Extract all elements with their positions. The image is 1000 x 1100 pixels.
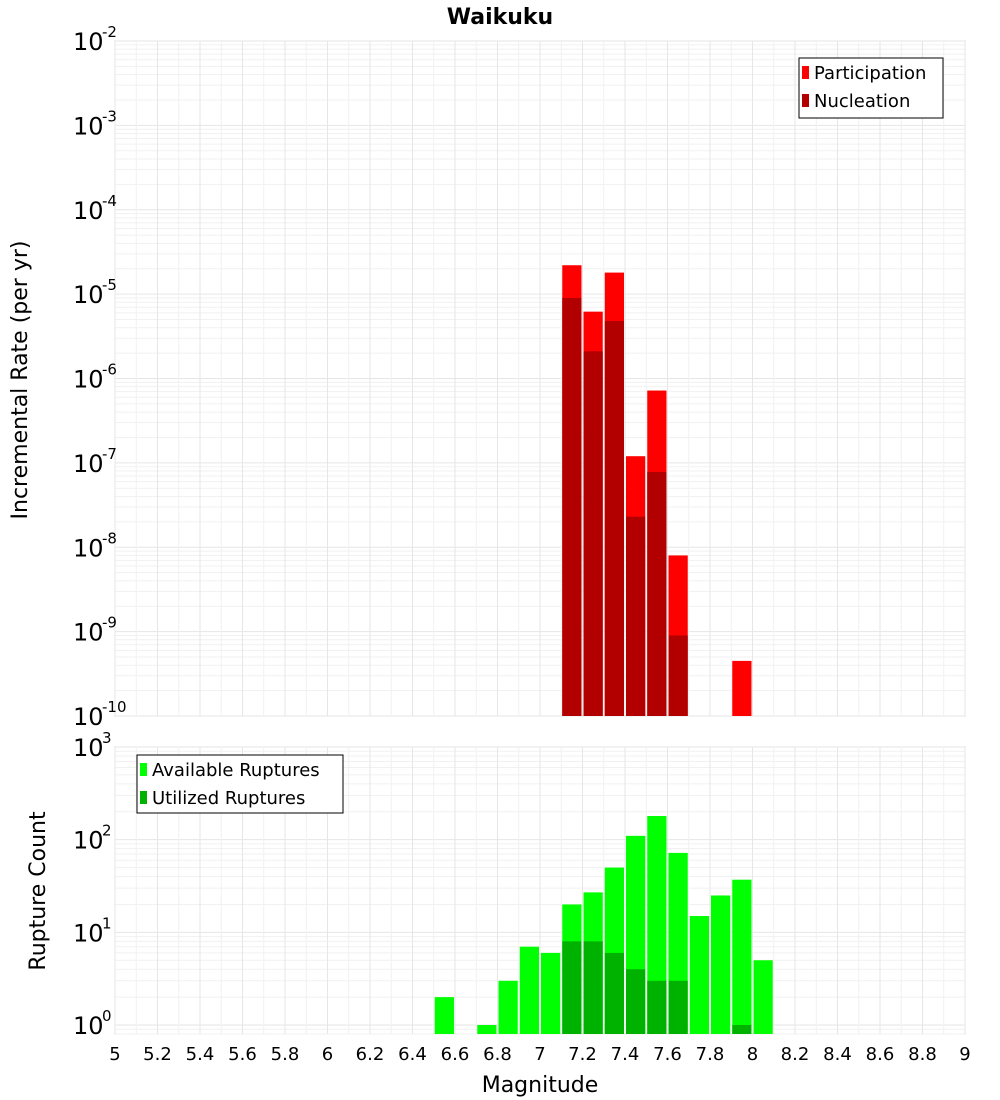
bar-count-utilized-ruptures [732,1025,752,1034]
y-tick-label: 10 [73,28,104,56]
x-tick-label: 8 [747,1044,758,1065]
x-tick-label: 5.4 [186,1044,215,1065]
y-tick-label: 10 [73,197,104,225]
top-panel-rate: 10-1010-910-810-710-610-510-410-310-2Par… [73,23,966,731]
bar-rate-nucleation [562,297,582,716]
bar-count-utilized-ruptures [583,941,603,1034]
x-tick-label: 8.8 [908,1044,937,1065]
bar-count-utilized-ruptures [562,941,582,1034]
series-utilized-ruptures [562,941,752,1034]
legend-entry: Available Ruptures [152,760,320,781]
y-tick-label: 10 [73,827,104,855]
bar-count-available-ruptures [541,952,561,1034]
y-tick-exponent: -8 [102,529,117,547]
x-tick-label: 7.6 [653,1044,682,1065]
y-tick-label: 10 [73,734,104,762]
x-tick-label: 9 [959,1044,970,1065]
y-tick-exponent: -2 [102,23,117,41]
x-tick-label: 6.2 [356,1044,385,1065]
x-tick-label: 5 [109,1044,120,1065]
y-tick-exponent: 0 [102,1007,112,1025]
bar-count-utilized-ruptures [604,952,624,1034]
y-tick-label: 10 [73,919,104,947]
chart-title: Waikuku [447,5,553,30]
y-tick-label: 10 [73,703,104,731]
y-tick-exponent: -6 [102,361,117,379]
legend-box [798,57,944,119]
y-tick-exponent: -10 [102,698,127,716]
y-tick-exponent: 2 [102,822,112,840]
bar-rate-nucleation [583,351,603,716]
y-tick-label: 10 [73,1012,104,1040]
series-nucleation [562,297,688,716]
bar-count-available-ruptures [434,997,454,1034]
bar-rate-nucleation [668,635,688,716]
y-tick-label: 10 [73,112,104,140]
y-tick-exponent: -3 [102,107,117,125]
bar-count-available-ruptures [477,1025,497,1034]
y-tick-label: 10 [73,619,104,647]
grid [114,40,966,717]
top-y-axis-label: Incremental Rate (per yr) [8,241,33,520]
legend-entry: Participation [814,63,926,84]
y-tick-exponent: -7 [102,445,117,463]
y-tick-label: 10 [73,534,104,562]
x-tick-label: 5.2 [143,1044,172,1065]
legend-swatch [140,763,147,776]
bar-count-available-ruptures [498,980,518,1034]
legend-swatch [802,94,809,107]
bar-count-utilized-ruptures [668,980,688,1034]
bar-count-utilized-ruptures [647,980,667,1034]
x-tick-label: 8.4 [823,1044,852,1065]
legend-box [136,754,344,814]
x-tick-label: 8.2 [781,1044,810,1065]
y-tick-exponent: -4 [102,192,117,210]
y-tick-label: 10 [73,281,104,309]
legend-swatch [140,791,147,804]
y-tick-label: 10 [73,450,104,478]
x-tick-label: 6 [322,1044,333,1065]
legend: Participation Nucleation [798,57,944,119]
bar-count-available-ruptures [753,960,773,1034]
bar-count-available-ruptures [711,895,731,1034]
y-tick-exponent: 1 [102,914,112,932]
y-tick-exponent: 3 [102,729,112,747]
x-tick-label: 7.4 [611,1044,640,1065]
x-tick-label: 8.6 [866,1044,895,1065]
y-tick-exponent: -5 [102,276,117,294]
legend-swatch [802,66,809,79]
legend-entry: Utilized Ruptures [152,788,305,809]
bar-count-available-ruptures [732,879,752,1034]
bar-count-available-ruptures [647,816,667,1034]
x-tick-labels: 5 5.2 5.4 5.6 5.8 6 6.2 6.4 6.6 6.8 7 7.2 7.4 7.6 7.8 8… [109,1044,970,1065]
x-tick-label: 7.2 [568,1044,597,1065]
bar-rate-nucleation [626,516,646,716]
x-tick-label: 7.8 [696,1044,725,1065]
x-tick-label: 7 [534,1044,545,1065]
x-axis-label: Magnitude [482,1073,599,1098]
y-tick-exponent: -9 [102,614,117,632]
x-tick-label: 5.8 [271,1044,300,1065]
bar-count-available-ruptures [689,916,709,1034]
legend: Available Ruptures Utilized Ruptures [136,754,344,814]
x-tick-label: 6.4 [398,1044,427,1065]
x-tick-label: 5.6 [228,1044,257,1065]
x-tick-label: 6.8 [483,1044,512,1065]
bar-count-available-ruptures [519,946,539,1034]
bar-rate-nucleation [604,321,624,716]
bottom-y-axis-label: Rupture Count [26,811,51,971]
legend-entry: Nucleation [814,91,910,112]
bar-rate-participation [732,660,752,716]
bar-rate-nucleation [647,471,667,716]
y-tick-label: 10 [73,366,104,394]
bar-count-utilized-ruptures [626,969,646,1034]
x-tick-label: 6.6 [441,1044,470,1065]
